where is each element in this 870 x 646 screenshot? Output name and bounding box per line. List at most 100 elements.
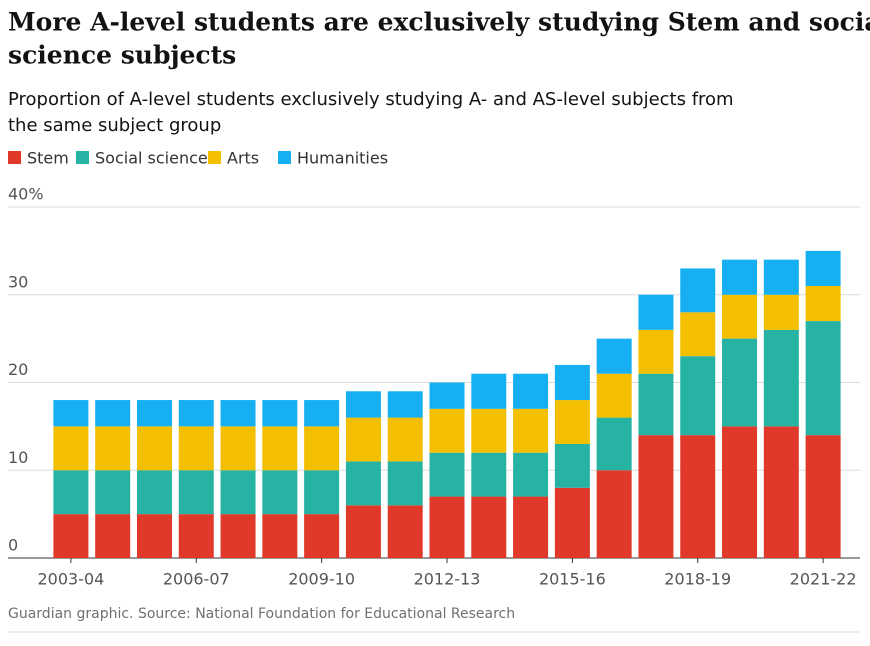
bar-segment (596, 417, 632, 471)
bar-segment (387, 505, 423, 558)
bar-segment (95, 470, 131, 515)
bar-segment (763, 259, 799, 295)
bar-segment (387, 391, 423, 418)
bar-segment (429, 408, 465, 453)
bar-segment (95, 426, 131, 471)
bar-segment (763, 426, 799, 558)
bar-segment (596, 373, 632, 418)
y-tick-label: 30 (8, 272, 28, 291)
bar-segment (513, 496, 549, 558)
bar-segment (513, 452, 549, 497)
bar-segment (304, 514, 340, 558)
chart-title: More A-level students are exclusively st… (8, 8, 870, 37)
bar-segment (53, 426, 89, 471)
bar-segment (220, 470, 256, 515)
x-tick-label: 2018-19 (664, 570, 731, 589)
bar-segment (513, 373, 549, 409)
bar-segment (638, 294, 674, 330)
bar-segment (638, 373, 674, 436)
bar-segment (220, 514, 256, 558)
plot-area: 0 10 20 30 40% 2003-04 2006-07 2009-10 2012-13 20… (8, 185, 860, 589)
bar-segment (53, 514, 89, 558)
y-tick-label: 0 (8, 536, 18, 555)
bar-segment (805, 321, 841, 436)
y-tick-label: 10 (8, 448, 28, 467)
bar-segment (220, 400, 256, 427)
bar-segment (262, 514, 298, 558)
bar-segment (596, 338, 632, 374)
bar-segment (638, 329, 674, 374)
legend: Stem Social sciences Arts Humanities (8, 149, 388, 168)
bar-segment (471, 408, 507, 453)
bar-segment (429, 452, 465, 497)
bar-segment (387, 461, 423, 506)
x-tick-label: 2009-10 (288, 570, 355, 589)
bar-segment (471, 373, 507, 409)
bar-segment (178, 470, 214, 515)
bar-segment (763, 294, 799, 330)
bar-segment (429, 496, 465, 558)
legend-label: Social sciences (95, 149, 216, 168)
bar-segment (471, 452, 507, 497)
legend-label: Humanities (297, 149, 388, 168)
bar-segment (554, 443, 590, 488)
bar-segment (53, 470, 89, 515)
chart-subtitle: Proportion of A-level students exclusive… (8, 89, 734, 110)
bar-segment (345, 417, 381, 462)
chart-subtitle: the same subject group (8, 115, 221, 136)
bar-segment (304, 426, 340, 471)
bar-segment (304, 400, 340, 427)
bar-segment (95, 514, 131, 558)
bar-segment (136, 470, 172, 515)
bar-segment (722, 338, 758, 427)
bar-segment (638, 435, 674, 558)
x-tick-label: 2021-22 (790, 570, 857, 589)
bar-segment (554, 364, 590, 401)
x-tick-label: 2015-16 (539, 570, 606, 589)
legend-label: Stem (27, 149, 69, 168)
bar-segment (680, 435, 716, 558)
bar-segment (805, 250, 841, 286)
legend-label: Arts (227, 149, 259, 168)
bar-segment (178, 426, 214, 471)
bar-segment (763, 329, 799, 427)
x-tick-label: 2006-07 (163, 570, 230, 589)
bar-segment (596, 470, 632, 558)
bar-segment (680, 356, 716, 436)
bar-segment (722, 426, 758, 558)
bar-segment (554, 487, 590, 558)
bar-segment (471, 496, 507, 558)
bar-segment (513, 408, 549, 453)
legend-swatch (208, 151, 221, 164)
legend-swatch (8, 151, 21, 164)
bar-segment (722, 294, 758, 339)
bar-segment (178, 400, 214, 427)
bar-segment (262, 470, 298, 515)
legend-swatch (76, 151, 89, 164)
bar-segment (429, 382, 465, 409)
bar-segment (178, 514, 214, 558)
bar-segment (95, 400, 131, 427)
y-tick-label: 40% (8, 185, 44, 204)
bar-segment (136, 514, 172, 558)
y-tick-label: 20 (8, 360, 28, 379)
bar-segment (136, 400, 172, 427)
x-tick-label: 2003-04 (37, 570, 104, 589)
bar-segment (345, 505, 381, 558)
x-tick-label: 2012-13 (414, 570, 481, 589)
bar-segment (345, 391, 381, 418)
bar-segment (554, 400, 590, 444)
source-note: Guardian graphic. Source: National Found… (8, 606, 515, 622)
bar-segment (722, 259, 758, 295)
bar-segment (136, 426, 172, 471)
legend-swatch (278, 151, 291, 164)
bar-segment (387, 417, 423, 462)
bar-segment (262, 426, 298, 471)
bar-segment (304, 470, 340, 515)
bar-segment (345, 461, 381, 506)
bar-segment (53, 400, 89, 427)
bar-segment (805, 435, 841, 558)
chart-title: science subjects (8, 41, 236, 70)
bar-segment (680, 268, 716, 313)
